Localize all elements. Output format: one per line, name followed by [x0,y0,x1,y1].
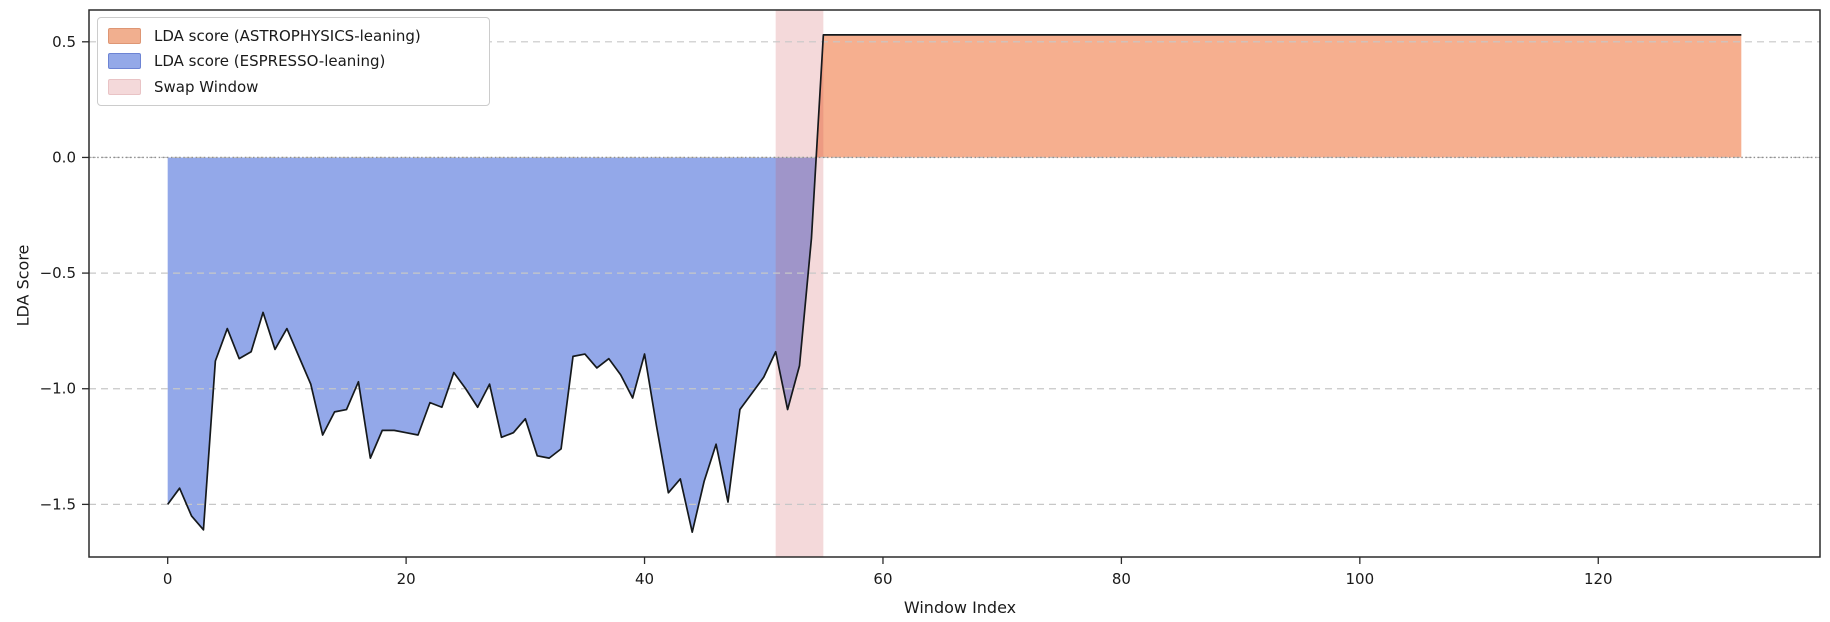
y-tick-label: −1.5 [40,495,76,513]
legend-item-swap-window: Swap Window [108,78,479,96]
x-tick-label: 40 [635,570,654,588]
x-tick-label: 20 [397,570,416,588]
x-tick-label: 120 [1584,570,1613,588]
legend: LDA score (ASTROPHYSICS-leaning) LDA sco… [97,17,490,106]
legend-item-label: LDA score (ESPRESSO-leaning) [154,52,386,71]
legend-item-label: LDA score (ASTROPHYSICS-leaning) [154,26,421,45]
y-tick-label: −1.0 [40,380,76,398]
y-tick-label: 0.5 [52,33,76,51]
x-tick-label: 100 [1346,570,1375,588]
legend-item-label: Swap Window [154,78,259,97]
astrophysics-fill-swatch [108,27,141,44]
x-tick-label: 80 [1112,570,1131,588]
lda-score-line [166,34,1742,533]
axes-frame [88,9,1821,558]
espresso-area-fill [167,157,817,533]
x-tick-label: 0 [163,570,173,588]
swap-window-band [775,10,824,557]
x-tick-label: 60 [873,570,892,588]
swap-window-swatch [108,79,141,96]
legend-item-astrophysics: LDA score (ASTROPHYSICS-leaning) [108,27,479,45]
y-axis-label: LDA Score [13,244,33,327]
espresso-fill-swatch [108,53,141,70]
astrophysics-area-fill [816,34,1742,158]
y-tick-label: 0.0 [52,148,76,166]
x-axis-label: Window Index [903,598,1017,617]
y-tick-label: −0.5 [40,264,76,282]
legend-item-espresso: LDA score (ESPRESSO-leaning) [108,52,479,70]
